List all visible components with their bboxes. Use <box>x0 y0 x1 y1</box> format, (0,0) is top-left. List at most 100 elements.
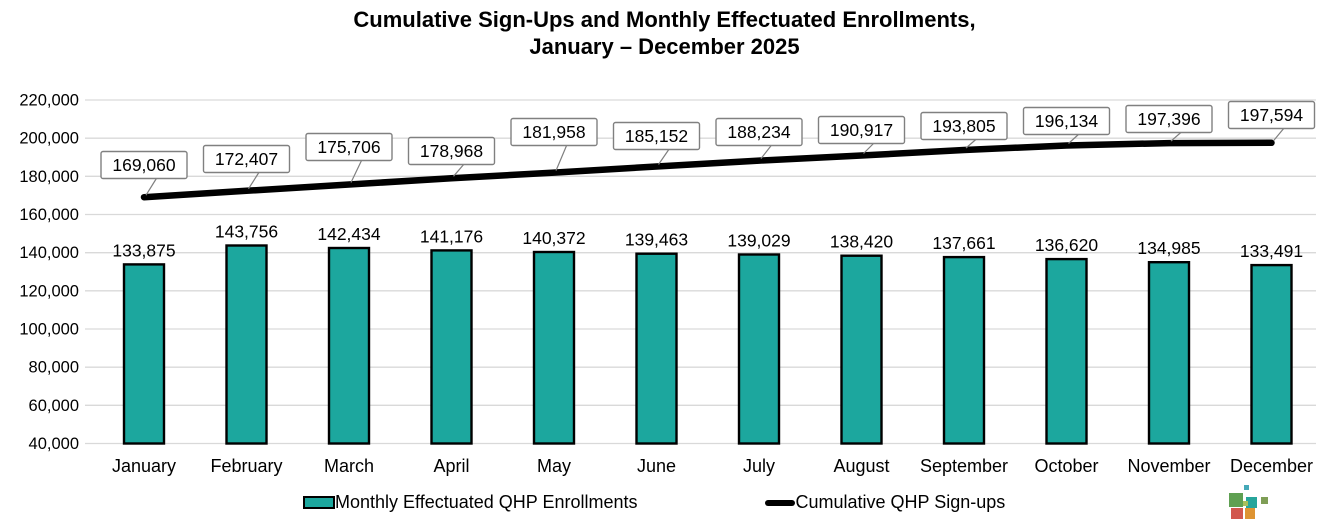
legend-item-signups: Cumulative QHP Sign-ups <box>765 492 1005 513</box>
line-value-box <box>1125 104 1213 134</box>
line-value-box <box>612 121 701 151</box>
mosaic-squares-logo-icon <box>1220 483 1278 524</box>
line-value-box <box>407 136 496 166</box>
y-tick-label: 40,000 <box>29 435 79 453</box>
bar-February <box>225 244 268 445</box>
bar-value-label: 133,875 <box>112 240 175 260</box>
bar-value-label: 142,434 <box>317 224 381 244</box>
logo-square <box>1243 501 1248 506</box>
bar-June <box>635 252 678 445</box>
line-value-label: 193,805 <box>932 116 995 136</box>
legend-item-enrollments: Monthly Effectuated QHP Enrollments <box>303 492 637 513</box>
bar-value-label: 140,372 <box>522 228 585 248</box>
x-tick-label-February: February <box>210 456 282 476</box>
line-value-label: 196,134 <box>1035 111 1099 131</box>
line-value-label: 197,594 <box>1240 105 1304 125</box>
y-tick-label: 180,000 <box>19 168 79 186</box>
y-tick-label: 120,000 <box>19 282 79 300</box>
line-value-label: 197,396 <box>1137 109 1200 129</box>
bar-value-label: 139,463 <box>625 230 688 250</box>
bar-November <box>1147 261 1191 445</box>
y-tick-label: 200,000 <box>19 130 79 148</box>
chart-title-line1: Cumulative Sign-Ups and Monthly Effectua… <box>353 7 976 32</box>
y-tick-label: 80,000 <box>29 359 79 377</box>
line-value-box <box>202 144 291 174</box>
bar-value-label: 143,756 <box>215 222 278 242</box>
label-leader-line <box>1273 127 1285 142</box>
line-value-box <box>510 117 598 147</box>
line-value-label: 172,407 <box>215 149 278 169</box>
label-leader-line <box>145 177 158 196</box>
y-tick-label: 60,000 <box>29 397 79 415</box>
y-tick-label: 160,000 <box>19 206 79 224</box>
bar-series-swatch-icon <box>303 496 335 509</box>
label-leader-line <box>453 163 465 177</box>
y-tick-label: 220,000 <box>19 92 79 110</box>
bar-value-label: 133,491 <box>1240 241 1303 261</box>
bar-value-label: 141,176 <box>420 226 483 246</box>
line-value-label: 175,706 <box>317 137 380 157</box>
bar-March <box>327 246 371 445</box>
line-value-box <box>305 132 393 162</box>
x-tick-label-November: November <box>1127 456 1210 476</box>
line-value-label: 178,968 <box>420 141 483 161</box>
chart-title-line2: January – December 2025 <box>529 34 800 59</box>
line-value-box <box>1022 106 1111 136</box>
logo-square <box>1229 493 1243 507</box>
line-value-box <box>1227 100 1316 130</box>
chart-title: Cumulative Sign-Ups and Monthly Effectua… <box>0 6 1329 60</box>
line-value-box <box>817 115 906 145</box>
x-tick-label-June: June <box>637 456 676 476</box>
y-tick-label: 100,000 <box>19 321 79 339</box>
bar-value-label: 137,661 <box>932 233 995 253</box>
x-tick-label-August: August <box>833 456 889 476</box>
line-value-label: 185,152 <box>625 126 688 146</box>
bar-April <box>430 249 473 445</box>
line-value-box <box>100 150 188 180</box>
label-leader-line <box>555 144 568 171</box>
label-leader-line <box>247 171 261 190</box>
label-leader-line <box>760 144 773 159</box>
bar-value-label: 134,985 <box>1137 238 1200 258</box>
logo-square <box>1244 485 1249 490</box>
line-value-label: 190,917 <box>830 120 893 140</box>
bar-May <box>532 250 576 445</box>
logo-square <box>1231 508 1243 519</box>
bar-July <box>737 253 781 445</box>
cumulative-line <box>140 139 1275 201</box>
line-value-box <box>715 117 803 147</box>
bar-December <box>1250 263 1293 445</box>
bar-October <box>1045 257 1088 445</box>
x-tick-label-April: April <box>433 456 469 476</box>
x-tick-label-March: March <box>324 456 374 476</box>
x-tick-label-July: July <box>743 456 775 476</box>
x-tick-label-September: September <box>920 456 1008 476</box>
logo-square <box>1245 508 1255 519</box>
x-tick-label-May: May <box>537 456 571 476</box>
y-tick-label: 140,000 <box>19 244 79 262</box>
label-leader-line <box>658 148 670 165</box>
bar-value-label: 139,029 <box>727 231 790 251</box>
bar-January <box>122 263 166 445</box>
x-tick-label-January: January <box>112 456 176 476</box>
bar-September <box>942 255 986 445</box>
line-value-box <box>920 111 1008 141</box>
bar-August <box>840 254 883 445</box>
line-value-label: 188,234 <box>727 122 791 142</box>
line-value-label: 169,060 <box>112 155 176 175</box>
bar-value-label: 138,420 <box>830 232 894 252</box>
legend: Monthly Effectuated QHP Enrollments Cumu… <box>303 492 1005 513</box>
line-series-label: Cumulative QHP Sign-ups <box>795 492 1006 512</box>
x-tick-label-December: December <box>1230 456 1313 476</box>
label-leader-line <box>350 159 363 183</box>
line-series-swatch-icon <box>765 499 796 506</box>
label-leader-line <box>863 142 875 154</box>
bar-series-label: Monthly Effectuated QHP Enrollments <box>335 492 638 512</box>
logo-square <box>1261 497 1268 504</box>
bar-value-label: 136,620 <box>1035 235 1099 255</box>
logo-square <box>1246 497 1257 508</box>
line-value-label: 181,958 <box>522 122 585 142</box>
x-tick-label-October: October <box>1034 456 1098 476</box>
